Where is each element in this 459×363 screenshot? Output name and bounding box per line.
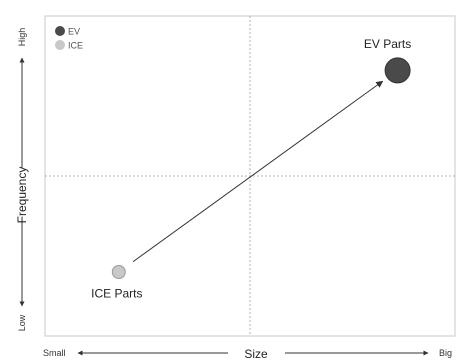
x-axis-max-label: Big (439, 348, 452, 358)
label-ev-parts: EV Parts (364, 37, 411, 51)
legend: EV ICE (55, 26, 83, 51)
legend-label-ev: EV (68, 27, 80, 37)
y-axis-min-label: Low (17, 314, 27, 331)
point-ice-parts (111, 265, 126, 279)
y-axis-title: Frequency (15, 167, 29, 224)
y-axis-max-label: High (17, 28, 27, 47)
legend-swatch-ev (55, 26, 65, 36)
trend-arrow (132, 80, 384, 263)
x-axis-title: Size (244, 347, 268, 361)
point-ev-parts (384, 57, 411, 84)
legend-label-ice: ICE (68, 41, 83, 51)
label-ice-parts: ICE Parts (91, 287, 142, 301)
x-axis-min-label: Small (43, 348, 66, 358)
legend-swatch-ice (55, 40, 65, 50)
